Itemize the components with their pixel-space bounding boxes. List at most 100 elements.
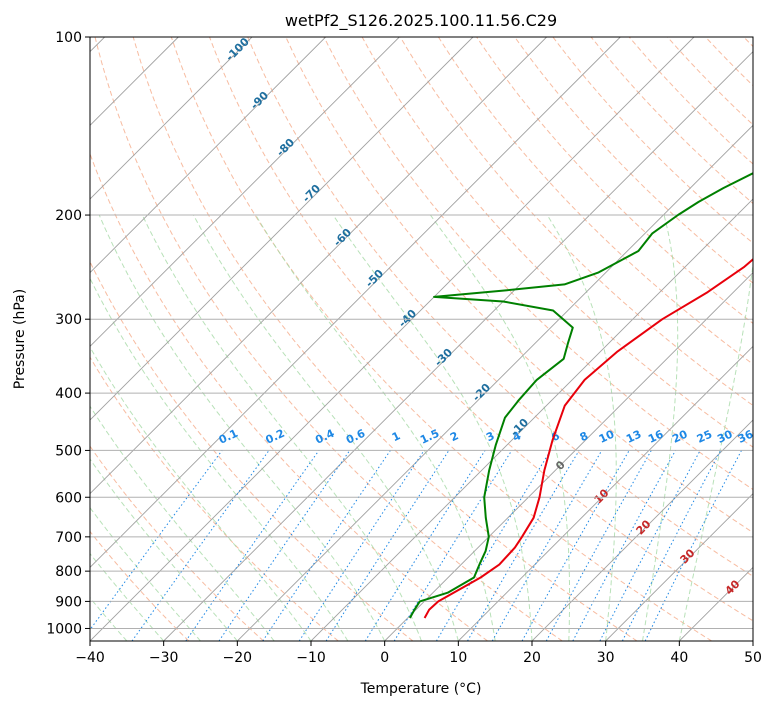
mixing-ratio-line bbox=[599, 450, 701, 641]
moist-adiabat-line bbox=[90, 552, 165, 641]
isotherm-line bbox=[384, 272, 753, 641]
dry-adiabat-line bbox=[437, 37, 753, 365]
x-tick-label: −30 bbox=[149, 650, 179, 666]
moist-adiabat-line bbox=[90, 597, 128, 641]
moist-adiabat-line bbox=[98, 214, 386, 641]
y-tick-label: 400 bbox=[55, 386, 82, 402]
moist-adiabat-label: -50 bbox=[363, 267, 386, 290]
mixing-ratio-label: 25 bbox=[695, 428, 714, 446]
mixing-ratio-label: 16 bbox=[646, 427, 666, 445]
mixing-ratio-line bbox=[644, 450, 742, 641]
moist-adiabat-line bbox=[642, 214, 679, 641]
dry-adiabat-line bbox=[247, 37, 753, 577]
moist-adiabat-line bbox=[255, 214, 496, 641]
x-tick-label: 50 bbox=[744, 650, 762, 666]
mixing-ratio-line bbox=[262, 450, 391, 641]
isotherm-line bbox=[310, 198, 753, 641]
moist-adiabat-label: -20 bbox=[470, 381, 493, 404]
isotherm-line bbox=[90, 37, 474, 421]
mixing-ratio-label: 2 bbox=[448, 429, 460, 444]
mixing-ratio-label: 1 bbox=[390, 429, 402, 444]
mixing-ratio-line bbox=[435, 450, 552, 641]
y-tick-label: 900 bbox=[55, 594, 82, 610]
dry-adiabat-line bbox=[90, 445, 264, 641]
moist-adiabat-line bbox=[678, 260, 753, 641]
y-tick-label: 300 bbox=[55, 312, 82, 328]
isotherm-line bbox=[90, 37, 400, 347]
moist-adiabat-line bbox=[141, 214, 422, 641]
mixing-ratio-line bbox=[185, 450, 320, 641]
mixing-ratio-label: 0.1 bbox=[217, 427, 240, 447]
x-axis-title: Temperature (°C) bbox=[360, 681, 482, 697]
dry-adiabat-line bbox=[399, 37, 753, 407]
moist-adiabat-line bbox=[90, 458, 238, 641]
moist-adiabat-label: -90 bbox=[248, 89, 271, 112]
mixing-ratio-line bbox=[572, 450, 676, 641]
mixing-ratio-line bbox=[131, 450, 270, 641]
dry-adiabat-label: 10 bbox=[592, 486, 612, 506]
dry-adiabat-line bbox=[90, 356, 339, 641]
isotherm-line bbox=[163, 51, 753, 641]
dry-adiabat-label: 30 bbox=[678, 546, 698, 566]
moist-adiabat-line bbox=[90, 506, 201, 641]
isotherm-line bbox=[237, 124, 753, 641]
moist-adiabat-line bbox=[90, 346, 312, 641]
x-tick-label: −10 bbox=[296, 650, 326, 666]
moist-adiabat-label: -40 bbox=[396, 307, 419, 330]
x-tick-label: 0 bbox=[380, 650, 389, 666]
mixing-ratio-label: 0.2 bbox=[264, 427, 287, 447]
moist-adiabat-line bbox=[192, 214, 459, 641]
dry-adiabat-line bbox=[170, 37, 712, 641]
plot-frame bbox=[89, 36, 754, 642]
x-tick-label: 10 bbox=[449, 650, 467, 666]
mixing-ratio-line bbox=[545, 450, 652, 641]
isotherm-line bbox=[458, 345, 753, 641]
mixing-ratio-label: 36 bbox=[736, 427, 756, 445]
moist-adiabat-label: -30 bbox=[432, 346, 455, 369]
mixing-ratio-label: 0.6 bbox=[344, 427, 367, 447]
isotherm-line bbox=[90, 37, 695, 641]
isotherm-line bbox=[531, 419, 753, 641]
mixing-ratio-label: 3 bbox=[484, 429, 496, 444]
moist-adiabat-label: -60 bbox=[331, 226, 354, 249]
mixing-ratio-line bbox=[467, 450, 580, 641]
dry-adiabat-line bbox=[590, 37, 753, 205]
pressure-grid bbox=[90, 37, 753, 629]
dry-adiabat-line bbox=[94, 37, 563, 641]
dewpoint-profile-line bbox=[409, 172, 753, 619]
dry-adiabat-line bbox=[285, 37, 753, 534]
isopleth-layer bbox=[90, 37, 753, 641]
mixing-ratio-label: 10 bbox=[597, 427, 617, 445]
isotherm-line bbox=[679, 566, 753, 641]
mixing-ratio-label: 1.5 bbox=[418, 427, 441, 447]
y-axis-ticks: 100 200 300 400 500 600 700 800 900 1000 bbox=[46, 30, 90, 637]
mixing-ratio-line bbox=[90, 450, 223, 631]
y-tick-label: 800 bbox=[55, 564, 82, 580]
y-tick-label: 200 bbox=[55, 208, 82, 224]
y-tick-label: 500 bbox=[55, 443, 82, 459]
x-tick-label: 40 bbox=[670, 650, 688, 666]
dry-adiabat-line bbox=[705, 37, 753, 87]
dry-adiabat-line bbox=[132, 37, 638, 641]
chart-title: wetPf2_S126.2025.100.11.56.C29 bbox=[285, 11, 557, 31]
dry-adiabat-line bbox=[209, 37, 753, 622]
y-axis-title: Pressure (hPa) bbox=[12, 289, 28, 389]
isotherm-line bbox=[90, 37, 621, 568]
moist-adiabat-label: -100 bbox=[223, 35, 252, 64]
mixing-ratio-label: 30 bbox=[715, 427, 735, 445]
dry-adiabat-line bbox=[90, 152, 488, 641]
mixing-ratio-label: 20 bbox=[670, 427, 690, 445]
isotherm-line bbox=[90, 37, 253, 200]
moist-adiabat-label: -80 bbox=[274, 136, 297, 159]
mixing-ratio-label: 0.4 bbox=[313, 427, 336, 447]
x-axis-ticks: −40 −30 −20 −10 0 10 20 30 40 50 bbox=[75, 641, 762, 666]
y-tick-label: 1000 bbox=[46, 621, 82, 637]
x-tick-label: 20 bbox=[523, 650, 541, 666]
x-tick-label: 30 bbox=[597, 650, 615, 666]
mixing-ratio-line bbox=[521, 450, 630, 641]
moist-adiabat-line bbox=[546, 214, 617, 641]
mixing-ratio-label: 13 bbox=[624, 428, 643, 446]
isotherm-line bbox=[90, 37, 326, 274]
dry-adiabat-line bbox=[743, 37, 753, 48]
